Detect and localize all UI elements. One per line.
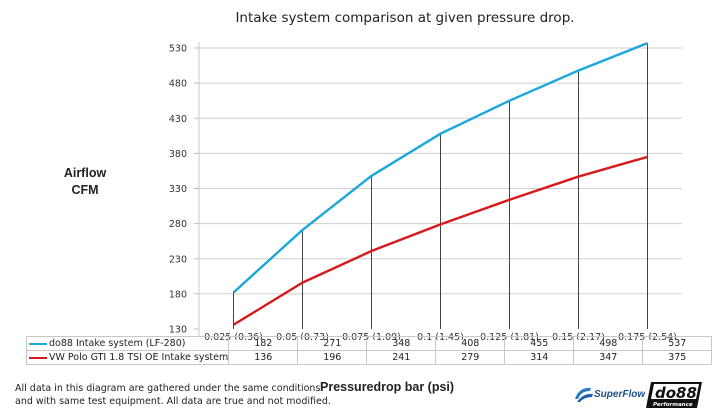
series-line-1 [232, 41, 648, 294]
table-value-cell: 375 [642, 350, 713, 365]
y-tick-label: 480 [169, 79, 187, 90]
y-tick-label: 380 [169, 149, 187, 160]
drop-lines [233, 43, 648, 329]
y-tick-label: 180 [169, 289, 187, 300]
y-tick-label: 430 [169, 114, 187, 125]
table-value-cell: 498 [573, 336, 644, 351]
series-line-2 [232, 155, 648, 326]
superflow-logo-text: SuperFlow [594, 389, 645, 400]
legend-entry: VW Polo GTI 1.8 TSI OE Intake system [25, 350, 230, 365]
gridlines [194, 47, 682, 330]
table-value-cell: 271 [297, 336, 368, 351]
table-value-cell: 347 [573, 350, 644, 365]
legend-entry: do88 Intake system (LF-280) [25, 336, 230, 351]
legend-swatch-icon [29, 356, 47, 359]
legend-label: do88 Intake system (LF-280) [49, 338, 186, 349]
table-value-cell: 455 [504, 336, 575, 351]
y-tick-label: 530 [169, 44, 187, 55]
table-value-cell: 314 [504, 350, 575, 365]
table-value-cell: 279 [435, 350, 506, 365]
y-axis-label-line-1: Airflow [63, 166, 107, 180]
table-value-cell: 408 [435, 336, 506, 351]
y-tick-label: 280 [169, 219, 187, 230]
do88-logo-subtext: Performance [653, 402, 693, 408]
series-lines [232, 41, 648, 326]
legend-swatch-icon [29, 342, 47, 345]
table-value-cell: 196 [297, 350, 368, 365]
superflow-swirl-icon [575, 387, 593, 402]
do88-logo-text: do88 [655, 384, 697, 402]
table-row: do88 Intake system (LF-280) 182 271 348 408 4… [25, 336, 713, 351]
footnote-line-1: All data in this diagram are gathered un… [15, 383, 321, 394]
table-value-cell: 537 [642, 336, 713, 351]
data-table: do88 Intake system (LF-280) 182 271 348 408 4… [25, 336, 713, 365]
chart-title: Intake system comparison at given pressu… [235, 10, 575, 26]
table-row: VW Polo GTI 1.8 TSI OE Intake system 136 1… [25, 350, 713, 365]
y-tick-label: 330 [169, 184, 187, 195]
superflow-logo: SuperFlow [575, 387, 645, 402]
table-value-cell: 136 [228, 350, 299, 365]
x-axis-label: Pressuredrop bar (psi) [320, 380, 455, 394]
y-axis-label: Airflow CFM [40, 165, 130, 199]
footnote: All data in this diagram are gathered un… [15, 382, 331, 408]
y-tick-label: 230 [169, 254, 187, 265]
table-value-cell: 182 [228, 336, 299, 351]
y-tick-label: 130 [169, 325, 187, 336]
table-value-cell: 241 [366, 350, 437, 365]
legend-label: VW Polo GTI 1.8 TSI OE Intake system [49, 352, 229, 363]
y-axis-label-line-2: CFM [71, 183, 99, 197]
footnote-line-2: and with same test equipment. All data a… [15, 396, 331, 407]
y-tick-labels: 130 180 230 280 330 380 430 480 530 [169, 44, 187, 336]
table-value-cell: 348 [366, 336, 437, 351]
do88-logo: do88 Performance [646, 382, 702, 408]
